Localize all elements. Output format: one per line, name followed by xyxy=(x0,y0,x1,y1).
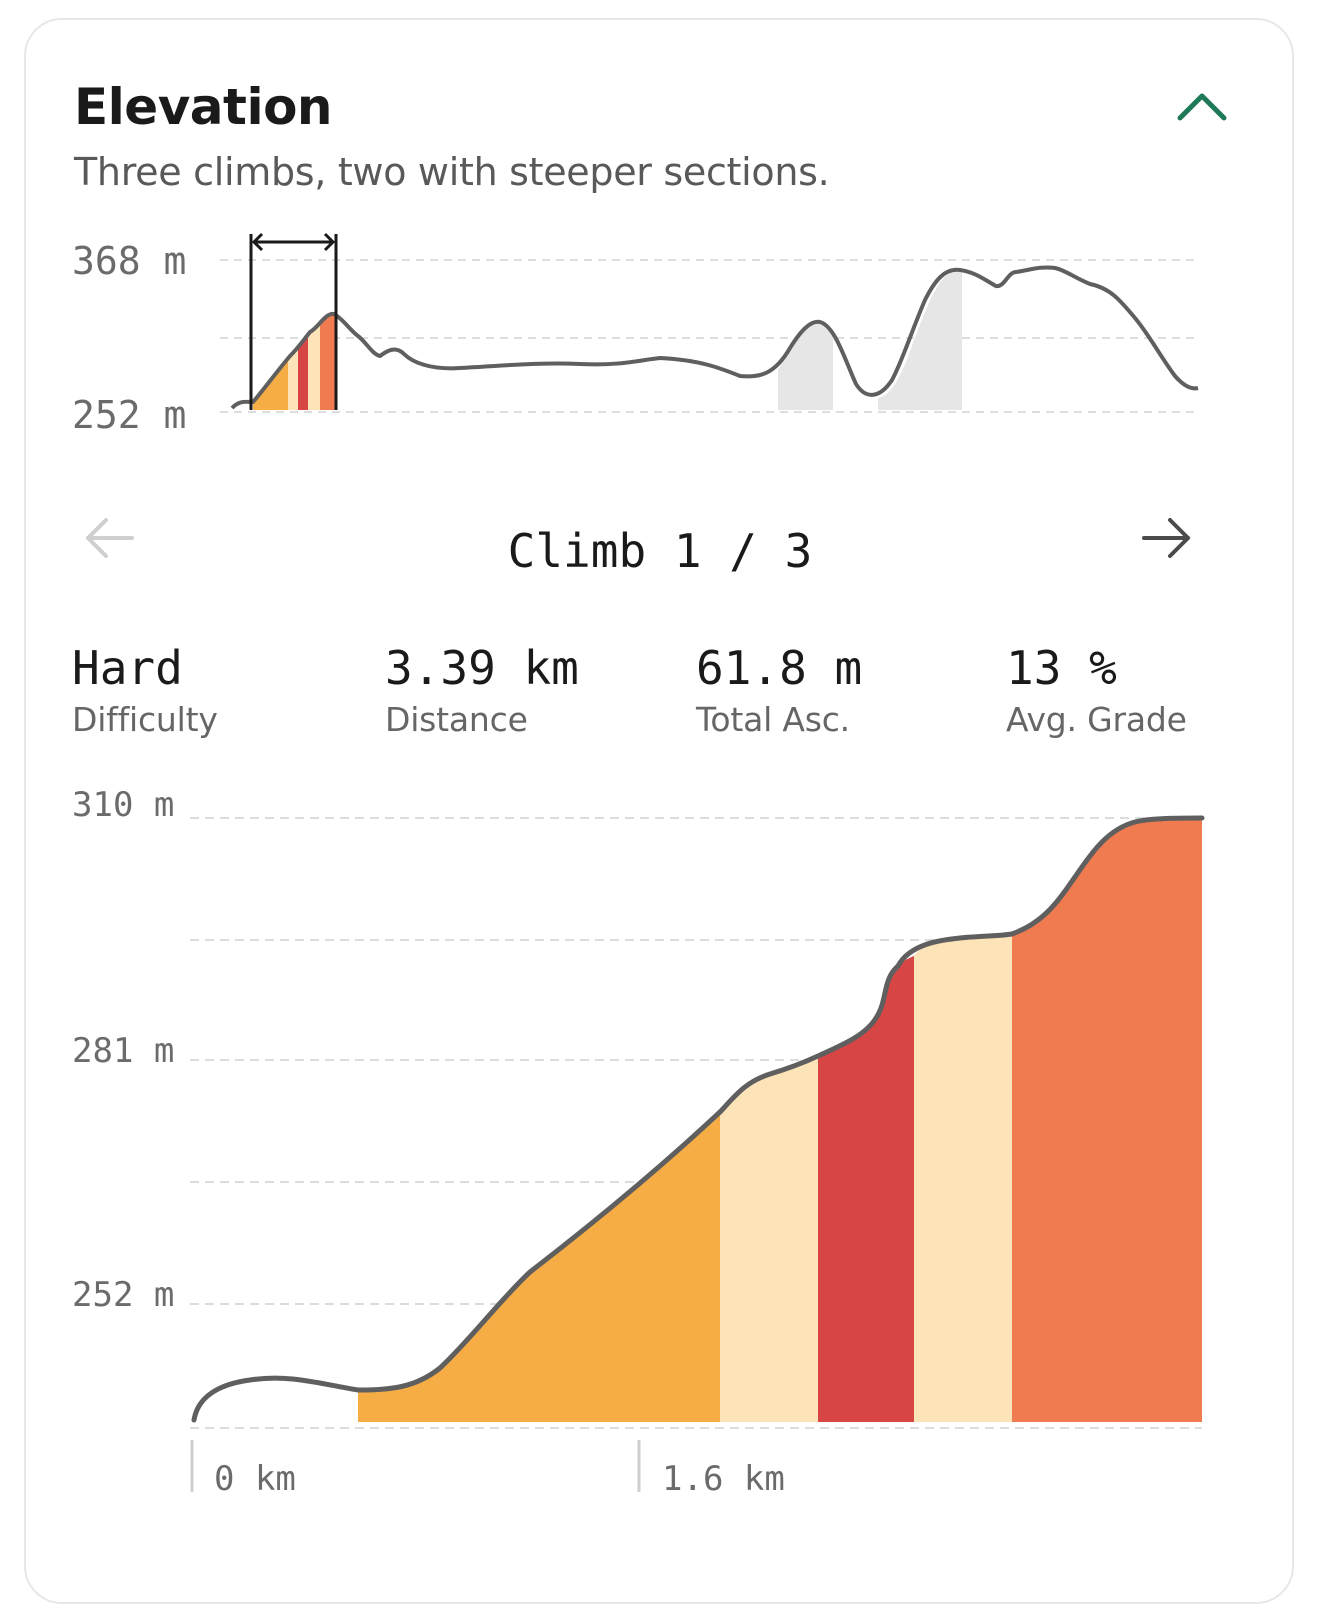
overview-elevation-chart[interactable]: 368 m 252 m xyxy=(0,220,1320,440)
card-title: Elevation xyxy=(74,78,333,136)
arrow-left-icon[interactable] xyxy=(78,506,142,570)
stat-difficulty-value: Hard xyxy=(72,641,183,695)
stat-total-ascent-value: 61.8 m xyxy=(696,641,863,695)
stat-distance-value: 3.39 km xyxy=(385,641,579,695)
stat-difficulty: Hard Difficulty xyxy=(72,642,218,746)
overview-selected-climb-area xyxy=(253,313,336,410)
overview-y-min-label: 252 m xyxy=(72,393,186,437)
climb-navigator-label: Climb 1 / 3 xyxy=(507,524,813,578)
stat-distance: 3.39 km Distance xyxy=(385,642,579,746)
stat-total-ascent-label: Total Asc. xyxy=(696,700,850,739)
stat-distance-label: Distance xyxy=(385,700,528,739)
stat-difficulty-label: Difficulty xyxy=(72,700,218,739)
stat-total-ascent: 61.8 m Total Asc. xyxy=(696,642,862,746)
stat-avg-grade-value: 13 % xyxy=(1006,641,1117,695)
overview-y-max-label: 368 m xyxy=(72,239,186,283)
chevron-up-icon[interactable] xyxy=(1176,86,1228,126)
arrow-right-icon[interactable] xyxy=(1134,506,1198,570)
overview-climb-2-area[interactable] xyxy=(778,322,833,410)
overview-climb-3-area[interactable] xyxy=(878,270,962,410)
stat-avg-grade: 13 % Avg. Grade xyxy=(1006,642,1187,746)
stat-avg-grade-label: Avg. Grade xyxy=(1006,700,1187,739)
card-subtitle: Three climbs, two with steeper sections. xyxy=(74,150,830,194)
double-arrow-icon[interactable] xyxy=(249,232,338,410)
overview-gridlines xyxy=(220,259,1200,413)
